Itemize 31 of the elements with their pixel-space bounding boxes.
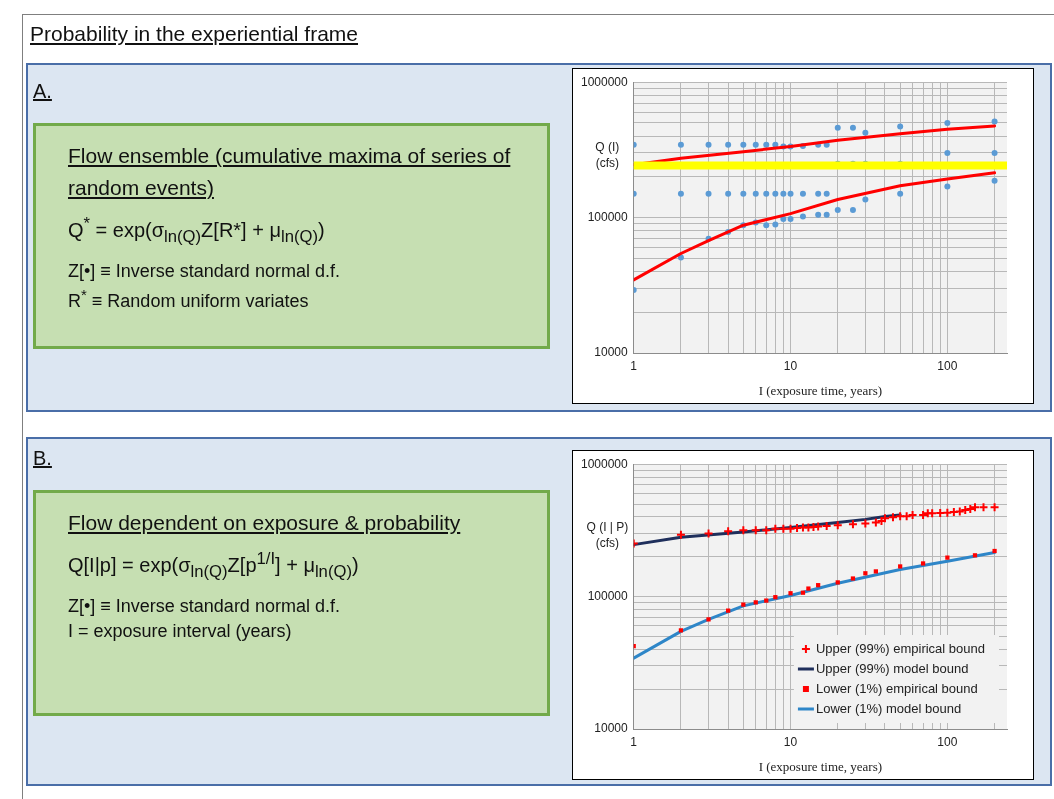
text: B. xyxy=(33,447,53,470)
text: I = exposure interval (years) xyxy=(68,620,293,642)
text: Z[•] ≡ Inverse standard normal d.f. xyxy=(68,595,341,617)
x-tick-label: 100 xyxy=(937,358,958,373)
text: R$^{*}$ ≡ Random uniform variates xyxy=(68,285,310,312)
y-tick-label: 10000 xyxy=(594,721,629,736)
x-tick-label: 100 xyxy=(937,734,958,749)
text: A. xyxy=(33,80,53,103)
y-tick-label: 1000000 xyxy=(581,456,629,471)
legend-label: Upper (99%) model bound xyxy=(815,660,969,676)
x-tick-label: 1 xyxy=(630,734,638,749)
x-axis-title: I (exposure time, years) xyxy=(758,382,883,398)
text: Q[I|p] = exp(σ$_{ln(Q)}$Z[p$^{1/I}$] + μ$_{ln(Q)}$) xyxy=(68,549,360,582)
text: Q$^{*}$ = exp(σ$_{ln(Q)}$Z[R*] + μ$_{ln(Q)}$) xyxy=(68,214,326,247)
legend-label: Lower (1%) model bound xyxy=(815,700,962,716)
legend-label: Lower (1%) empirical bound xyxy=(815,680,978,696)
text: Flow dependent on exposure & probability xyxy=(68,510,462,536)
legend-label: Upper (99%) empirical bound xyxy=(815,640,986,656)
y-tick-label: 1000000 xyxy=(581,74,629,89)
x-axis-title: I (exposure time, years) xyxy=(758,758,883,774)
y-tick-label: 100000 xyxy=(587,588,629,603)
x-tick-label: 10 xyxy=(783,734,798,749)
y-tick-label: 10000 xyxy=(594,345,629,360)
x-tick-label: 10 xyxy=(783,358,798,373)
y-axis-title: Q (I) (cfs) xyxy=(595,139,620,170)
text: Probability in the experiential frame xyxy=(30,22,359,46)
y-tick-label: 100000 xyxy=(587,209,629,224)
text: Flow ensemble (cumulative maxima of series of random events) xyxy=(68,143,512,201)
y-axis-title: Q (I | P) (cfs) xyxy=(586,520,629,551)
x-tick-label: 1 xyxy=(630,358,638,373)
text: Z[•] ≡ Inverse standard normal d.f. xyxy=(68,260,341,282)
